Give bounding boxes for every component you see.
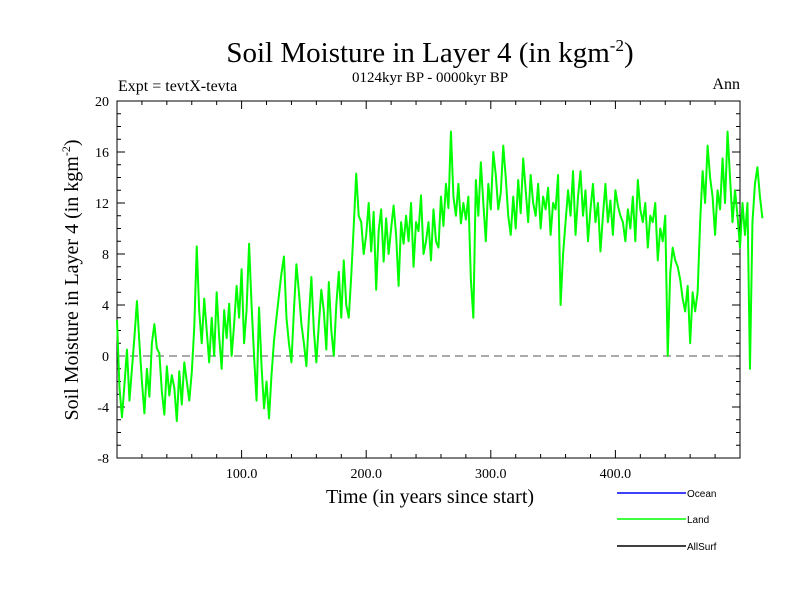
y-axis-label: Soil Moisture in Layer 4 (in kgm-2) [59, 139, 83, 420]
y-tick-label: 0 [102, 350, 109, 365]
x-tick-label: 400.0 [600, 467, 632, 482]
legend-label-land: Land [687, 515, 709, 526]
x-tick-label: 100.0 [226, 467, 258, 482]
chart-title: Soil Moisture in Layer 4 (in kgm-2) [226, 36, 633, 69]
season-label: Ann [712, 76, 740, 93]
series-line-land [116, 130, 764, 423]
plot-frame [116, 100, 741, 459]
y-tick-label: -8 [97, 452, 109, 467]
axes: -8 -4 0 4 8 12 16 20 100.0 200.0 300.0 400.0 [95, 95, 740, 482]
chart-subtitle: 0124kyr BP - 0000kyr BP [352, 70, 508, 86]
series-layer [116, 130, 764, 423]
x-tick-label: 200.0 [350, 467, 382, 482]
x-tick-label: 300.0 [475, 467, 507, 482]
legend: Ocean Land AllSurf [617, 489, 717, 553]
legend-label-allsurf: AllSurf [687, 542, 717, 553]
y-tick-label: 8 [102, 248, 109, 263]
experiment-label: Expt = tevtX-tevta [118, 78, 237, 95]
y-tick-label: 20 [95, 95, 109, 110]
y-tick-label: 16 [95, 146, 109, 161]
y-tick-label: 4 [102, 299, 109, 314]
x-axis-label: Time (in years since start) [326, 486, 534, 508]
legend-label-ocean: Ocean [687, 489, 716, 500]
y-tick-label: 12 [95, 197, 109, 212]
y-tick-label: -4 [97, 401, 109, 416]
